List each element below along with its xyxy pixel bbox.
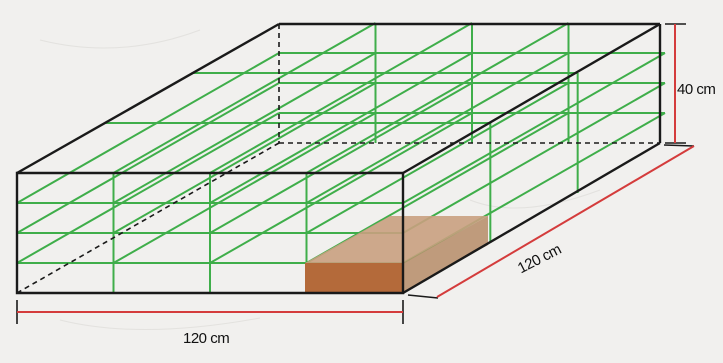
block-side-face [403,216,488,292]
grid-left-rail [16,112,280,264]
dimension-lines [16,23,695,324]
grid-top-line [113,22,376,174]
grid-top-line [306,22,569,174]
block-front-face [305,263,403,292]
grid-left-rail [16,52,280,204]
grid-inner-line [209,52,473,204]
depth-dimension-line [436,145,695,298]
paper-texture [39,29,601,331]
depth-tick-front [407,294,439,299]
depth-dimension [407,144,695,299]
box-frame [15,22,662,295]
grid-inner-line [113,82,376,234]
grid-inner-line [306,82,569,234]
grid-inner-line [209,112,473,264]
hidden-edges [16,24,660,294]
height-label: 40 cm [677,81,716,98]
grid-inner-line [113,52,376,204]
grid-inner-line [209,82,473,234]
depth-tick-back [663,144,695,147]
grid-left-rail [16,82,280,234]
top-right-edge [402,22,661,175]
right-bottom-edge [402,141,661,295]
grid-right-rail [402,52,666,204]
height-dimension [665,23,686,144]
grid-inner-line [306,112,569,264]
grid-right-rail [402,82,666,234]
green-grid [16,22,666,293]
grid-inner-line [113,112,376,264]
width-label: 120 cm [183,330,230,347]
grid-inner-line [306,52,569,204]
grid-top-line [209,22,473,174]
block-top-face [305,216,488,263]
brown-block [305,216,488,292]
top-left-edge [16,22,280,175]
hidden-left-bottom-edge [16,142,280,294]
width-dimension [16,300,404,324]
